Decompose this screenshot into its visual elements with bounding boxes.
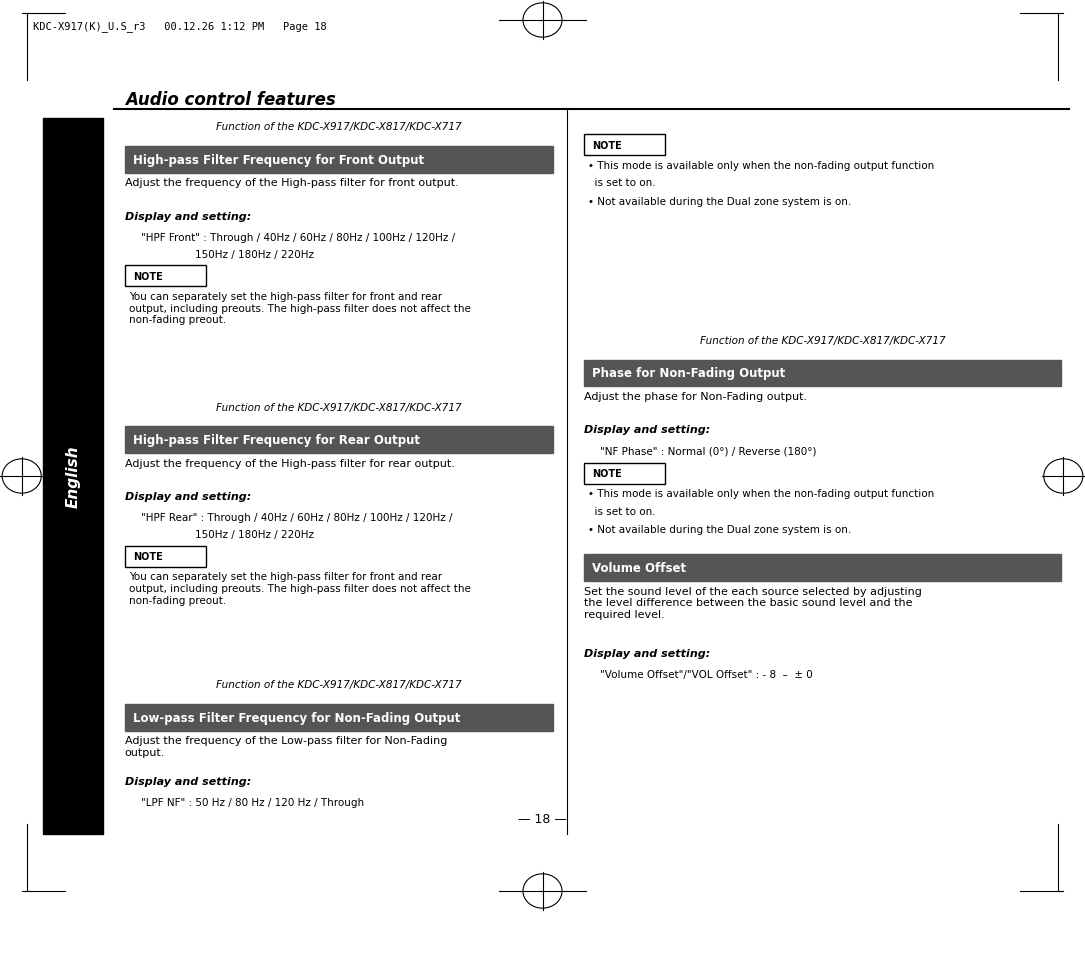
Text: NOTE: NOTE [592,141,622,151]
Text: 150Hz / 180Hz / 220Hz: 150Hz / 180Hz / 220Hz [195,250,315,259]
Bar [125,704,553,731]
Text: NOTE: NOTE [133,552,163,561]
Text: Function of the KDC-X917/KDC-X817/KDC-X717: Function of the KDC-X917/KDC-X817/KDC-X7… [216,402,462,412]
Text: Display and setting:: Display and setting: [125,492,251,501]
Bar [125,147,553,173]
Text: "NF Phase" : Normal (0°) / Reverse (180°): "NF Phase" : Normal (0°) / Reverse (180°… [600,446,817,456]
Text: "HPF Front" : Through / 40Hz / 60Hz / 80Hz / 100Hz / 120Hz /: "HPF Front" : Through / 40Hz / 60Hz / 80… [141,233,456,242]
Text: Display and setting:: Display and setting: [584,425,710,435]
Text: is set to on.: is set to on. [588,506,655,516]
Text: "Volume Offset"/"VOL Offset" : - 8  –  ± 0: "Volume Offset"/"VOL Offset" : - 8 – ± 0 [600,669,813,679]
Text: Audio control features: Audio control features [125,91,335,109]
Text: • Not available during the Dual zone system is on.: • Not available during the Dual zone sys… [588,196,852,206]
Text: Adjust the frequency of the Low-pass filter for Non-Fading
output.: Adjust the frequency of the Low-pass fil… [125,736,447,758]
Bar [584,135,665,156]
Text: Display and setting:: Display and setting: [125,776,251,785]
Text: Function of the KDC-X917/KDC-X817/KDC-X717: Function of the KDC-X917/KDC-X817/KDC-X7… [216,679,462,689]
Text: — 18 —: — 18 — [518,812,567,825]
Text: 150Hz / 180Hz / 220Hz: 150Hz / 180Hz / 220Hz [195,530,315,539]
Text: Function of the KDC-X917/KDC-X817/KDC-X717: Function of the KDC-X917/KDC-X817/KDC-X7… [216,122,462,132]
Text: Adjust the frequency of the High-pass filter for front output.: Adjust the frequency of the High-pass fi… [125,178,459,188]
Text: Adjust the phase for Non-Fading output.: Adjust the phase for Non-Fading output. [584,392,807,401]
Text: Phase for Non-Fading Output: Phase for Non-Fading Output [592,367,786,380]
Text: High-pass Filter Frequency for Front Output: High-pass Filter Frequency for Front Out… [133,153,424,167]
Text: You can separately set the high-pass filter for front and rear
output, including: You can separately set the high-pass fil… [129,572,471,605]
Text: NOTE: NOTE [133,272,163,281]
Text: High-pass Filter Frequency for Rear Output: High-pass Filter Frequency for Rear Outp… [133,434,421,447]
Text: "HPF Rear" : Through / 40Hz / 60Hz / 80Hz / 100Hz / 120Hz /: "HPF Rear" : Through / 40Hz / 60Hz / 80H… [141,513,452,522]
Text: Low-pass Filter Frequency for Non-Fading Output: Low-pass Filter Frequency for Non-Fading… [133,711,461,724]
Text: Function of the KDC-X917/KDC-X817/KDC-X717: Function of the KDC-X917/KDC-X817/KDC-X7… [700,335,945,345]
Bar [125,546,206,567]
Text: English: English [65,445,80,508]
Bar [584,555,1061,581]
Text: is set to on.: is set to on. [588,178,655,188]
Text: Display and setting:: Display and setting: [125,212,251,221]
Text: NOTE: NOTE [592,469,622,478]
Bar [125,427,553,454]
Text: Adjust the frequency of the High-pass filter for rear output.: Adjust the frequency of the High-pass fi… [125,458,455,468]
Text: KDC-X917(K)_U.S_r3   00.12.26 1:12 PM   Page 18: KDC-X917(K)_U.S_r3 00.12.26 1:12 PM Page… [33,21,327,31]
Text: Volume Offset: Volume Offset [592,561,687,575]
Text: • Not available during the Dual zone system is on.: • Not available during the Dual zone sys… [588,524,852,534]
Bar [584,360,1061,387]
Text: • This mode is available only when the non-fading output function: • This mode is available only when the n… [588,489,934,498]
Text: Set the sound level of the each source selected by adjusting
the level differenc: Set the sound level of the each source s… [584,586,921,619]
Bar [43,119,103,834]
Text: Display and setting:: Display and setting: [584,648,710,658]
Bar [125,266,206,287]
Text: You can separately set the high-pass filter for front and rear
output, including: You can separately set the high-pass fil… [129,292,471,325]
Text: "LPF NF" : 50 Hz / 80 Hz / 120 Hz / Through: "LPF NF" : 50 Hz / 80 Hz / 120 Hz / Thro… [141,797,365,806]
Bar [584,463,665,484]
Text: • This mode is available only when the non-fading output function: • This mode is available only when the n… [588,161,934,171]
